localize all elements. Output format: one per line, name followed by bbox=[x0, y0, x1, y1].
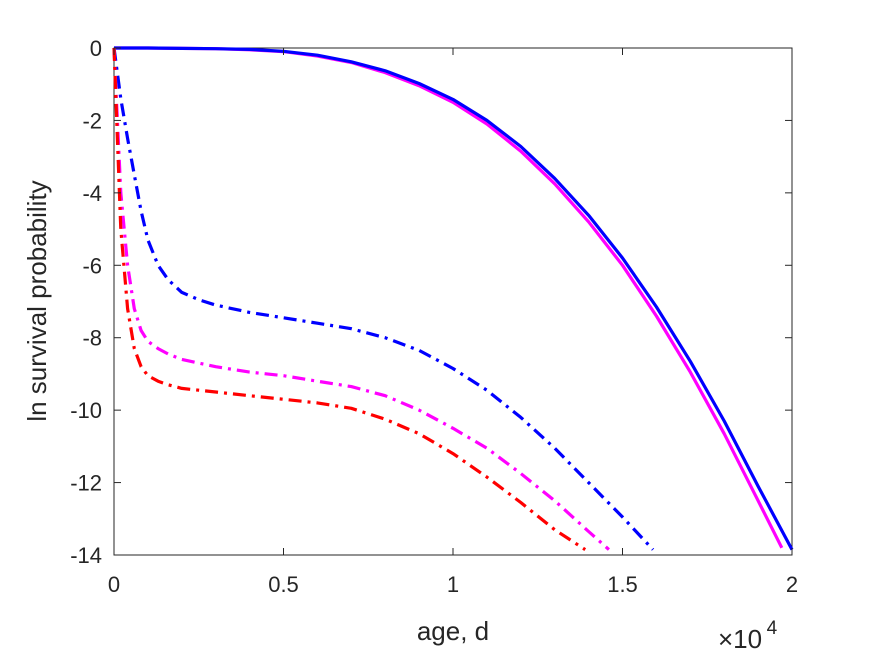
series-layer bbox=[112, 46, 794, 551]
y-tick-label: -14 bbox=[70, 543, 102, 568]
y-tick-label: -6 bbox=[82, 253, 102, 278]
series-line-2 bbox=[114, 46, 794, 551]
y-tick-label: 0 bbox=[90, 36, 102, 61]
plot-area: 0 0.5 1 1.5 2 0 -2 -4 -6 -8 -10 -12 -14 bbox=[70, 36, 798, 597]
x-axis-label: age, d bbox=[417, 616, 489, 646]
y-axis-label: ln survival probability bbox=[22, 180, 52, 421]
x-exponent-base: ×10 bbox=[718, 624, 762, 654]
x-tick-label: 0.5 bbox=[268, 572, 299, 597]
y-tick-label: -2 bbox=[82, 108, 102, 133]
y-tick-label: -4 bbox=[82, 181, 102, 206]
axes-box bbox=[113, 47, 793, 556]
series-line-5 bbox=[112, 47, 587, 551]
x-exponent-power: 4 bbox=[767, 618, 778, 639]
x-tick-labels: 0 0.5 1 1.5 2 bbox=[108, 572, 798, 597]
y-tick-label: -10 bbox=[70, 398, 102, 423]
series-line-4 bbox=[112, 47, 610, 551]
tick-marks bbox=[113, 47, 793, 556]
y-tick-label: -8 bbox=[82, 326, 102, 351]
x-tick-label: 2 bbox=[786, 572, 798, 597]
x-axis-exponent: ×10 4 bbox=[718, 618, 778, 654]
y-tick-label: -12 bbox=[70, 471, 102, 496]
x-tick-label: 1 bbox=[447, 572, 459, 597]
series-line-3 bbox=[112, 47, 655, 551]
x-tick-label: 0 bbox=[108, 572, 120, 597]
y-tick-labels: 0 -2 -4 -6 -8 -10 -12 -14 bbox=[70, 36, 102, 568]
x-tick-label: 1.5 bbox=[607, 572, 638, 597]
